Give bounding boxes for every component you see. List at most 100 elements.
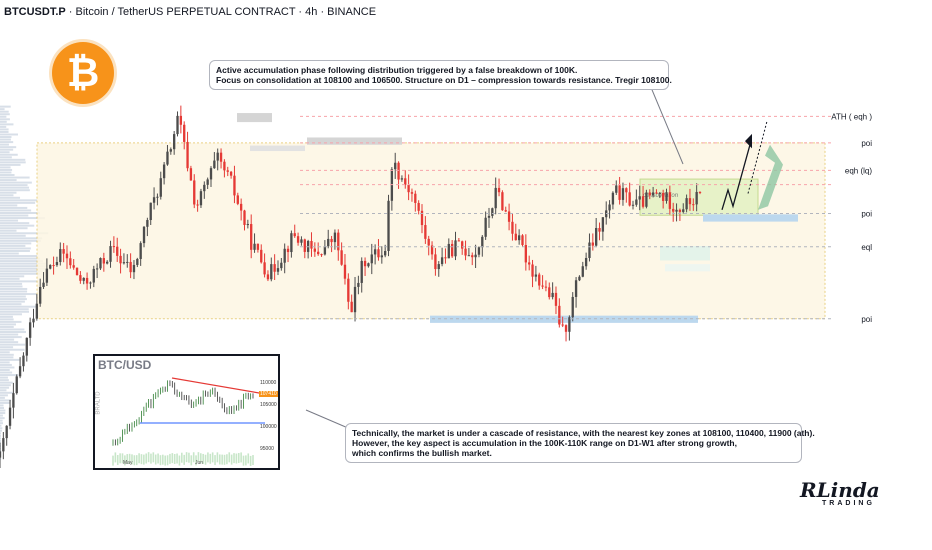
- candle-body: [189, 168, 193, 181]
- volume-profile-bar: [0, 282, 23, 285]
- price-axis[interactable]: [875, 0, 932, 530]
- candle-body: [112, 246, 116, 248]
- inset-volume-bar: [242, 455, 245, 466]
- candle-body: [290, 233, 293, 253]
- candle-body: [199, 191, 203, 206]
- candle-body: [219, 152, 223, 162]
- volume-profile-bar: [0, 108, 5, 111]
- candle-body: [22, 355, 25, 367]
- chart-header: BTCUSDT.P · Bitcoin / TetherUS PERPETUAL…: [4, 6, 376, 18]
- volume-profile-bar: [0, 346, 14, 349]
- candle-body: [420, 210, 424, 226]
- candle-body: [35, 303, 39, 319]
- level-label: poi: [861, 315, 872, 324]
- consolidation-label: consolidation: [643, 193, 679, 199]
- volume-profile-bar: [0, 351, 10, 354]
- volume-profile-bar: [0, 138, 11, 141]
- candle-body: [414, 193, 417, 203]
- candle-body: [477, 247, 481, 255]
- candle-body: [15, 376, 18, 394]
- inset-volume-bar: [112, 455, 114, 466]
- inset-volume-bar: [223, 454, 226, 465]
- candle-body: [434, 254, 437, 270]
- volume-profile-bar: [0, 399, 11, 402]
- bottom-annotation[interactable]: Technically, the market is under a casca…: [345, 423, 815, 463]
- top-annotation[interactable]: Active accumulation phase following dist…: [209, 60, 672, 90]
- volume-profile-bar: [0, 113, 10, 116]
- candle-body: [25, 337, 28, 356]
- volume-profile-bar: [0, 374, 19, 377]
- candle-body: [142, 226, 146, 244]
- candle-body: [162, 164, 166, 179]
- inset-title: BTC/USD: [98, 358, 152, 372]
- candle-body: [283, 248, 286, 263]
- candle-body: [554, 292, 558, 306]
- candle-body: [310, 240, 313, 249]
- candle-body: [417, 202, 420, 211]
- inset-volume-bar: [154, 454, 157, 465]
- range-zone: [36, 142, 826, 320]
- candle-body: [233, 175, 236, 196]
- candle-body: [424, 225, 427, 239]
- inset-volume-bar: [126, 454, 129, 465]
- candle-body: [474, 254, 477, 258]
- symbol-description: · Bitcoin / TetherUS PERPETUAL CONTRACT …: [68, 6, 377, 18]
- candle-body: [635, 199, 638, 205]
- candle-body: [507, 211, 511, 222]
- candle-body: [223, 161, 226, 171]
- candle-body: [621, 188, 625, 200]
- candle-body: [511, 221, 514, 234]
- volume-profile-bar: [0, 156, 12, 159]
- volume-profile-bar: [0, 285, 23, 288]
- inset-volume-bar: [119, 453, 121, 464]
- candle-body: [457, 240, 461, 242]
- candle-body: [12, 393, 15, 408]
- volume-profile-bar: [0, 267, 49, 270]
- inset-volume-bar: [128, 453, 131, 464]
- inset-volume-bar: [197, 452, 200, 463]
- candle-body: [360, 260, 363, 283]
- inset-volume-bar: [145, 453, 148, 464]
- inset-volume-bar: [188, 452, 190, 463]
- volume-profile-bar: [0, 176, 30, 179]
- candle-body: [608, 204, 611, 211]
- inset-volume-bar: [240, 452, 242, 463]
- candle-body: [79, 275, 82, 281]
- candle-body: [447, 243, 450, 259]
- candle-body: [72, 265, 75, 268]
- inset-volume-bar: [211, 452, 214, 463]
- inset-volume-bar: [247, 453, 250, 464]
- volume-profile-bar: [0, 414, 3, 417]
- inset-volume-bar: [124, 455, 126, 466]
- volume-profile-bar: [0, 290, 28, 293]
- volume-profile-bar: [0, 174, 15, 177]
- candle-body: [89, 282, 92, 284]
- inset-volume-bar: [218, 454, 221, 465]
- note-pointer: [649, 84, 684, 165]
- candle-body: [253, 243, 256, 250]
- candle-body: [149, 202, 152, 221]
- candle-body: [32, 318, 35, 323]
- candle-body: [672, 208, 675, 212]
- candle-body: [397, 162, 400, 180]
- volume-profile-bar: [0, 361, 10, 364]
- forecast-path: [721, 144, 751, 211]
- candle-body: [437, 264, 440, 270]
- candle-body: [571, 296, 574, 318]
- level-label: eql: [861, 243, 872, 252]
- volume-profile-bar: [0, 333, 19, 336]
- volume-profile-bar: [0, 353, 14, 356]
- candle-body: [645, 192, 648, 207]
- volume-profile-bar: [0, 300, 25, 303]
- candle-body: [39, 286, 42, 304]
- volume-profile-bar: [0, 272, 41, 275]
- time-axis[interactable]: [0, 530, 932, 550]
- candle-body: [95, 268, 99, 270]
- demand-zone: [703, 214, 798, 222]
- volume-profile-bar: [0, 224, 35, 227]
- volume-profile-bar: [0, 184, 28, 187]
- candle-body: [380, 255, 383, 258]
- candle-body: [263, 262, 266, 275]
- volume-profile-bar: [0, 125, 7, 128]
- candle-body: [28, 322, 32, 338]
